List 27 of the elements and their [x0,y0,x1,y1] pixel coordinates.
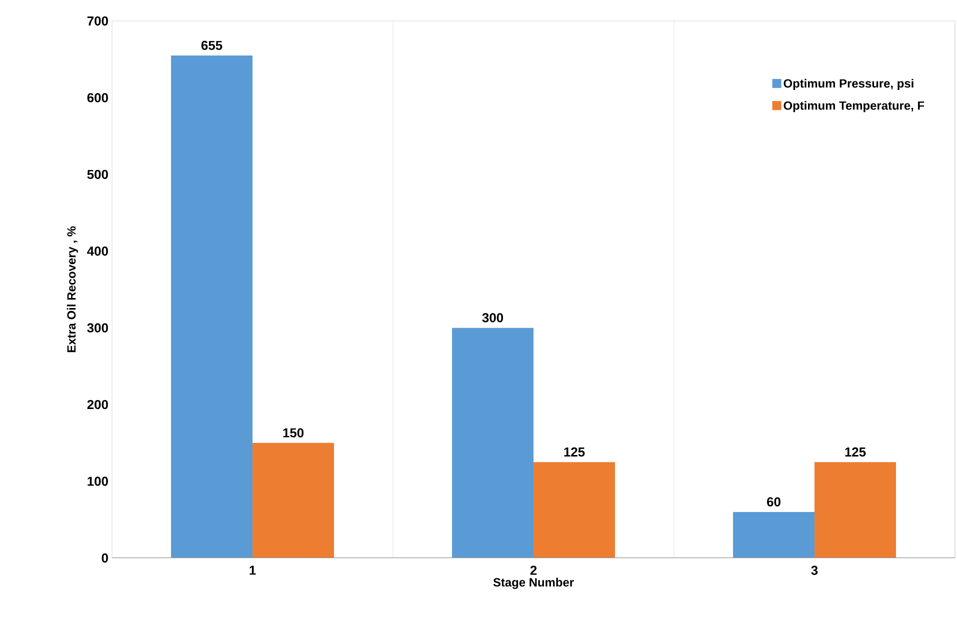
data-label: 125 [845,447,866,457]
bar [252,442,334,558]
bar [534,462,615,558]
bar [733,512,815,558]
y-tick-label: 400 [87,246,108,256]
legend-label: Optimum Pressure, psi [784,78,914,90]
data-label: 300 [482,313,504,322]
x-tick-label: 2 [530,566,537,575]
y-tick-label: 100 [88,476,108,486]
y-axis-title: Extra Oil Recovery , % [66,226,78,352]
y-tick-label: 200 [87,400,108,410]
bar [171,56,253,558]
legend-label: Optimum Temperature, F [784,101,924,112]
data-label: 60 [767,497,780,506]
y-tick-label: 600 [87,93,108,102]
bar [452,328,534,558]
data-label: 125 [564,447,585,457]
y-tick-label: 700 [87,16,108,26]
y-tick-label: 500 [87,170,108,179]
y-tick-label: 0 [102,553,108,563]
y-tick-label: 300 [87,323,108,332]
bar [814,462,896,558]
x-tick-label: 1 [250,566,256,575]
x-tick-label: 3 [811,566,818,575]
x-axis-title: Stage Number [493,578,574,589]
data-label: 150 [283,428,304,438]
data-label: 655 [201,40,222,50]
